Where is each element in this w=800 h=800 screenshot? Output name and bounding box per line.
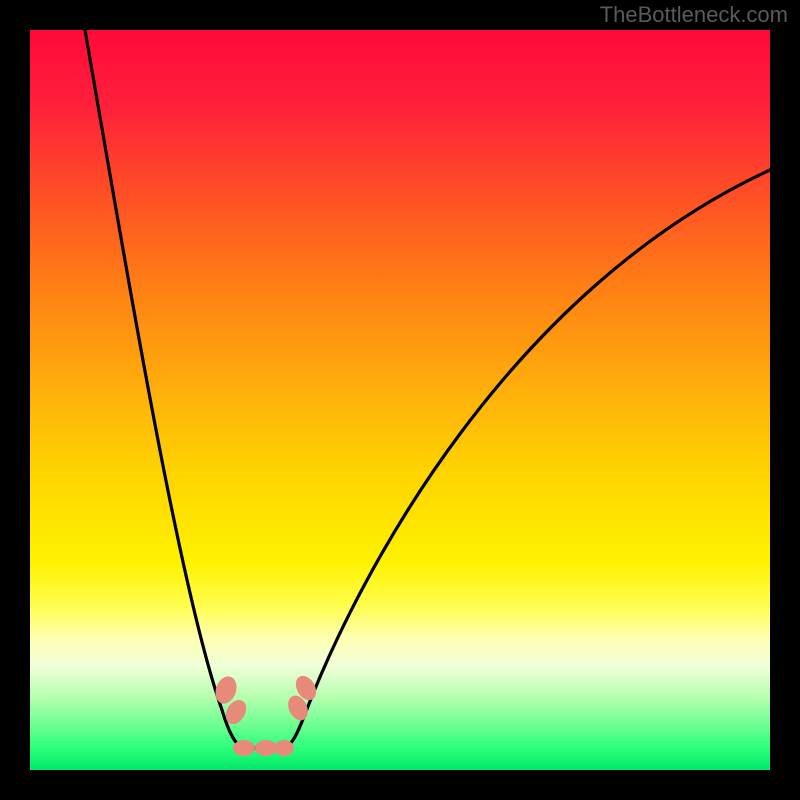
curve-marker <box>233 740 255 756</box>
gradient-background <box>30 30 770 770</box>
chart-svg <box>30 30 770 770</box>
watermark-text: TheBottleneck.com <box>600 2 788 28</box>
bottleneck-chart <box>30 30 770 770</box>
outer-frame: TheBottleneck.com <box>0 0 800 800</box>
curve-marker <box>274 740 294 756</box>
curve-marker <box>255 740 277 756</box>
